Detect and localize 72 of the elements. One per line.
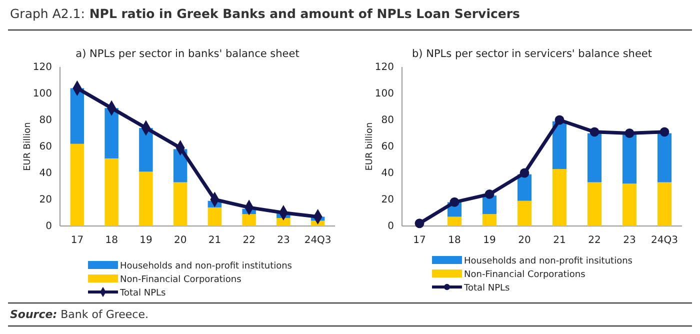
y-tick-label: 80 (381, 115, 394, 126)
bar (173, 182, 188, 226)
bar (518, 174, 532, 201)
y-tick-label: 120 (374, 62, 394, 74)
x-tick-label: 24Q3 (651, 235, 678, 246)
y-tick-label: 40 (39, 168, 52, 180)
y-tick-label: 100 (32, 88, 52, 100)
bar (70, 144, 84, 226)
bar (658, 182, 672, 226)
legend-label: Total NPLs (119, 288, 166, 298)
bar (104, 108, 118, 158)
y-tick-label: 0 (46, 221, 52, 232)
y-tick-label: 80 (39, 115, 52, 126)
bar (588, 182, 602, 226)
x-tick-label: 21 (208, 235, 222, 246)
x-tick-label: 24Q3 (304, 235, 332, 246)
x-tick-label: 19 (483, 235, 496, 246)
point (414, 218, 424, 228)
y-tick-label: 100 (374, 88, 394, 100)
bar (139, 128, 153, 172)
bar (104, 158, 118, 226)
y-tick-label: 120 (32, 62, 52, 74)
bar (276, 218, 290, 226)
legend-label: Total NPLs (463, 284, 510, 294)
x-tick-label: 20 (518, 235, 531, 246)
bar (552, 169, 566, 226)
point (590, 127, 600, 137)
bar (448, 216, 462, 226)
legend-label: Households and non-profit institutions (120, 262, 292, 272)
legend-label: Households and non-profit insitutions (464, 256, 633, 266)
x-tick-label: 22 (588, 235, 601, 246)
x-tick-label: 22 (242, 235, 256, 246)
point (660, 127, 670, 137)
x-tick-label: 23 (277, 235, 290, 246)
bar (139, 172, 153, 226)
bar (622, 134, 636, 184)
y-tick-label: 20 (39, 194, 52, 206)
chart-title: b) NPLs per sector in servicers' balance sheet (412, 48, 652, 60)
bar (482, 214, 496, 226)
x-tick-label: 17 (413, 235, 426, 246)
bar (622, 184, 636, 226)
x-tick-label: 19 (140, 235, 152, 246)
x-tick-label: 17 (70, 235, 84, 246)
point (520, 168, 530, 178)
bar (588, 133, 602, 182)
y-tick-label: 60 (381, 142, 394, 153)
x-tick-label: 23 (623, 235, 636, 246)
y-tick-label: 0 (388, 221, 394, 232)
point (624, 128, 634, 138)
x-tick-label: 18 (448, 235, 461, 246)
point (450, 197, 460, 207)
y-axis-title: EUR billion (365, 122, 375, 171)
chart-title: a) NPLs per sector in banks' balance sheet (76, 48, 300, 60)
bar (518, 200, 532, 226)
y-tick-label: 20 (381, 194, 394, 206)
source-note: Source: Bank of Greece. (10, 308, 148, 321)
legend-label: Non-Financial Corporations (464, 270, 586, 280)
point (554, 115, 564, 125)
x-tick-label: 18 (105, 235, 118, 246)
bar (658, 133, 672, 182)
legend-label: Non-Financial Corporations (120, 275, 242, 285)
bar (242, 214, 256, 226)
bar (70, 88, 84, 144)
y-axis-title: EUR Billion (23, 122, 33, 171)
caption: Graph A2.1: NPL ratio in Greek Banks and amount of NPLs Loan Servicers (10, 6, 520, 21)
x-tick-label: 20 (174, 235, 187, 246)
y-tick-label: 40 (381, 168, 394, 180)
x-tick-label: 21 (553, 235, 566, 246)
y-tick-label: 60 (39, 142, 52, 153)
bar (552, 121, 566, 170)
point (484, 189, 494, 199)
bar (208, 207, 222, 226)
